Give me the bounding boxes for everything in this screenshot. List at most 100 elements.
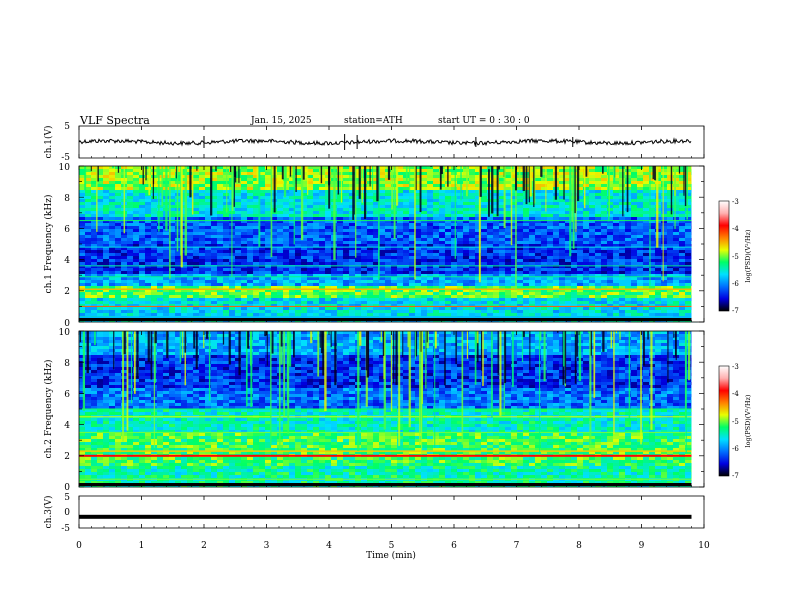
spectrogram-cell (211, 283, 218, 287)
spectrogram-cell (547, 238, 554, 242)
spectrogram-cell (139, 223, 146, 227)
spectrogram-cell (223, 244, 230, 248)
spectrogram-cell (199, 283, 206, 287)
spectrogram-cell (313, 205, 320, 209)
spectrogram-cell (529, 205, 536, 209)
spectrogram-cell (481, 271, 488, 275)
spectrogram-cell (301, 268, 308, 272)
spectrogram-cell (529, 277, 536, 281)
spectrogram-cell (211, 166, 218, 170)
spectrogram-cell (283, 211, 290, 215)
spectrogram-cell (559, 280, 566, 284)
spectrogram-cell (661, 259, 668, 263)
spectrogram-cell (523, 250, 530, 254)
spectrogram-cell (205, 283, 212, 287)
spectrogram-cell (313, 226, 320, 230)
spectrogram-cell (91, 244, 98, 248)
spectrogram-cell (385, 241, 392, 245)
spectrogram-cell (127, 214, 134, 218)
spectrogram-cell (643, 283, 650, 287)
spectrogram-cell (253, 169, 260, 173)
spectrogram-cell (205, 265, 212, 269)
spectrogram-cell (457, 268, 464, 272)
spectrogram-cell (439, 220, 446, 224)
spectrogram-cell (589, 166, 596, 170)
spectrogram-cell (433, 217, 440, 221)
spectrogram-cell (427, 307, 434, 311)
spectrogram-cell (181, 214, 188, 218)
spectrogram-cell (355, 262, 362, 266)
spectrogram-cell (445, 256, 452, 260)
spectrogram-cell (211, 184, 218, 188)
spectrogram-cell (553, 205, 560, 209)
spectrogram-cell (103, 202, 110, 206)
spectrogram-cell (145, 211, 152, 215)
spectrogram-cell (259, 172, 266, 176)
spectrogram-cell (433, 259, 440, 263)
spectrogram-cell (589, 217, 596, 221)
spectrogram-cell (643, 220, 650, 224)
spectrogram-cell (619, 280, 626, 284)
spectrogram-cell (433, 220, 440, 224)
spectrogram-cell (103, 286, 110, 290)
spectrogram-cell (601, 229, 608, 233)
spectrogram-cell (463, 199, 470, 203)
spectrogram-cell (631, 232, 638, 236)
spectrogram-cell (253, 307, 260, 311)
spectrogram-cell (319, 265, 326, 269)
spectrogram-cell (649, 262, 656, 266)
spectrogram-cell (277, 259, 284, 263)
spectrogram-cell (379, 202, 386, 206)
spectrogram-cell (403, 208, 410, 212)
spectrogram-cell (619, 262, 626, 266)
spectrogram-cell (97, 178, 104, 182)
spectrogram-cell (505, 184, 512, 188)
spectrogram-cell (211, 304, 218, 308)
spectrogram-cell (253, 289, 260, 293)
spectrogram-cell (211, 289, 218, 293)
spectrogram-cell (493, 199, 500, 203)
spectrogram-cell (397, 220, 404, 224)
spectrogram-cell (601, 259, 608, 263)
spectrogram-cell (511, 271, 518, 275)
spectrogram-cell (403, 232, 410, 236)
spectrogram-cell (295, 190, 302, 194)
spectrogram-cell (499, 265, 506, 269)
spectrogram-cell (457, 271, 464, 275)
spectrogram-cell (217, 241, 224, 245)
spectrogram-cell (409, 238, 416, 242)
spectrogram-cell (673, 253, 680, 257)
spectrogram-cell (397, 274, 404, 278)
spectrogram-cell (445, 193, 452, 197)
spectrogram-cell (517, 187, 524, 191)
spectrogram-cell (139, 235, 146, 239)
spectrogram-cell (409, 193, 416, 197)
spectrogram-cell (109, 268, 116, 272)
spectrogram-cell (223, 280, 230, 284)
spectrogram-cell (541, 289, 548, 293)
spectrogram-cell (241, 187, 248, 191)
spectrogram-cell (235, 202, 242, 206)
spectrogram-cell (601, 256, 608, 260)
spectrogram-cell (193, 235, 200, 239)
spectrogram-cell (397, 196, 404, 200)
spectrogram-cell (529, 250, 536, 254)
spectrogram-cell (199, 295, 206, 299)
spectrogram-cell (385, 211, 392, 215)
spectrogram-cell (109, 280, 116, 284)
spectrogram-cell (283, 289, 290, 293)
spectrogram-cell (505, 196, 512, 200)
spectrogram-cell (145, 178, 152, 182)
spectrogram-cell (601, 262, 608, 266)
spectrogram-cell (433, 208, 440, 212)
spectrogram-cell (517, 244, 524, 248)
spectrogram-cell (565, 199, 572, 203)
spectrogram-cell (217, 304, 224, 308)
spectrogram-cell (205, 268, 212, 272)
spectrogram-cell (343, 199, 350, 203)
spectrogram-cell (235, 289, 242, 293)
spectrogram-cell (301, 235, 308, 239)
spectrogram-cell (145, 268, 152, 272)
spectrogram-cell (517, 181, 524, 185)
spectrogram-cell (343, 226, 350, 230)
